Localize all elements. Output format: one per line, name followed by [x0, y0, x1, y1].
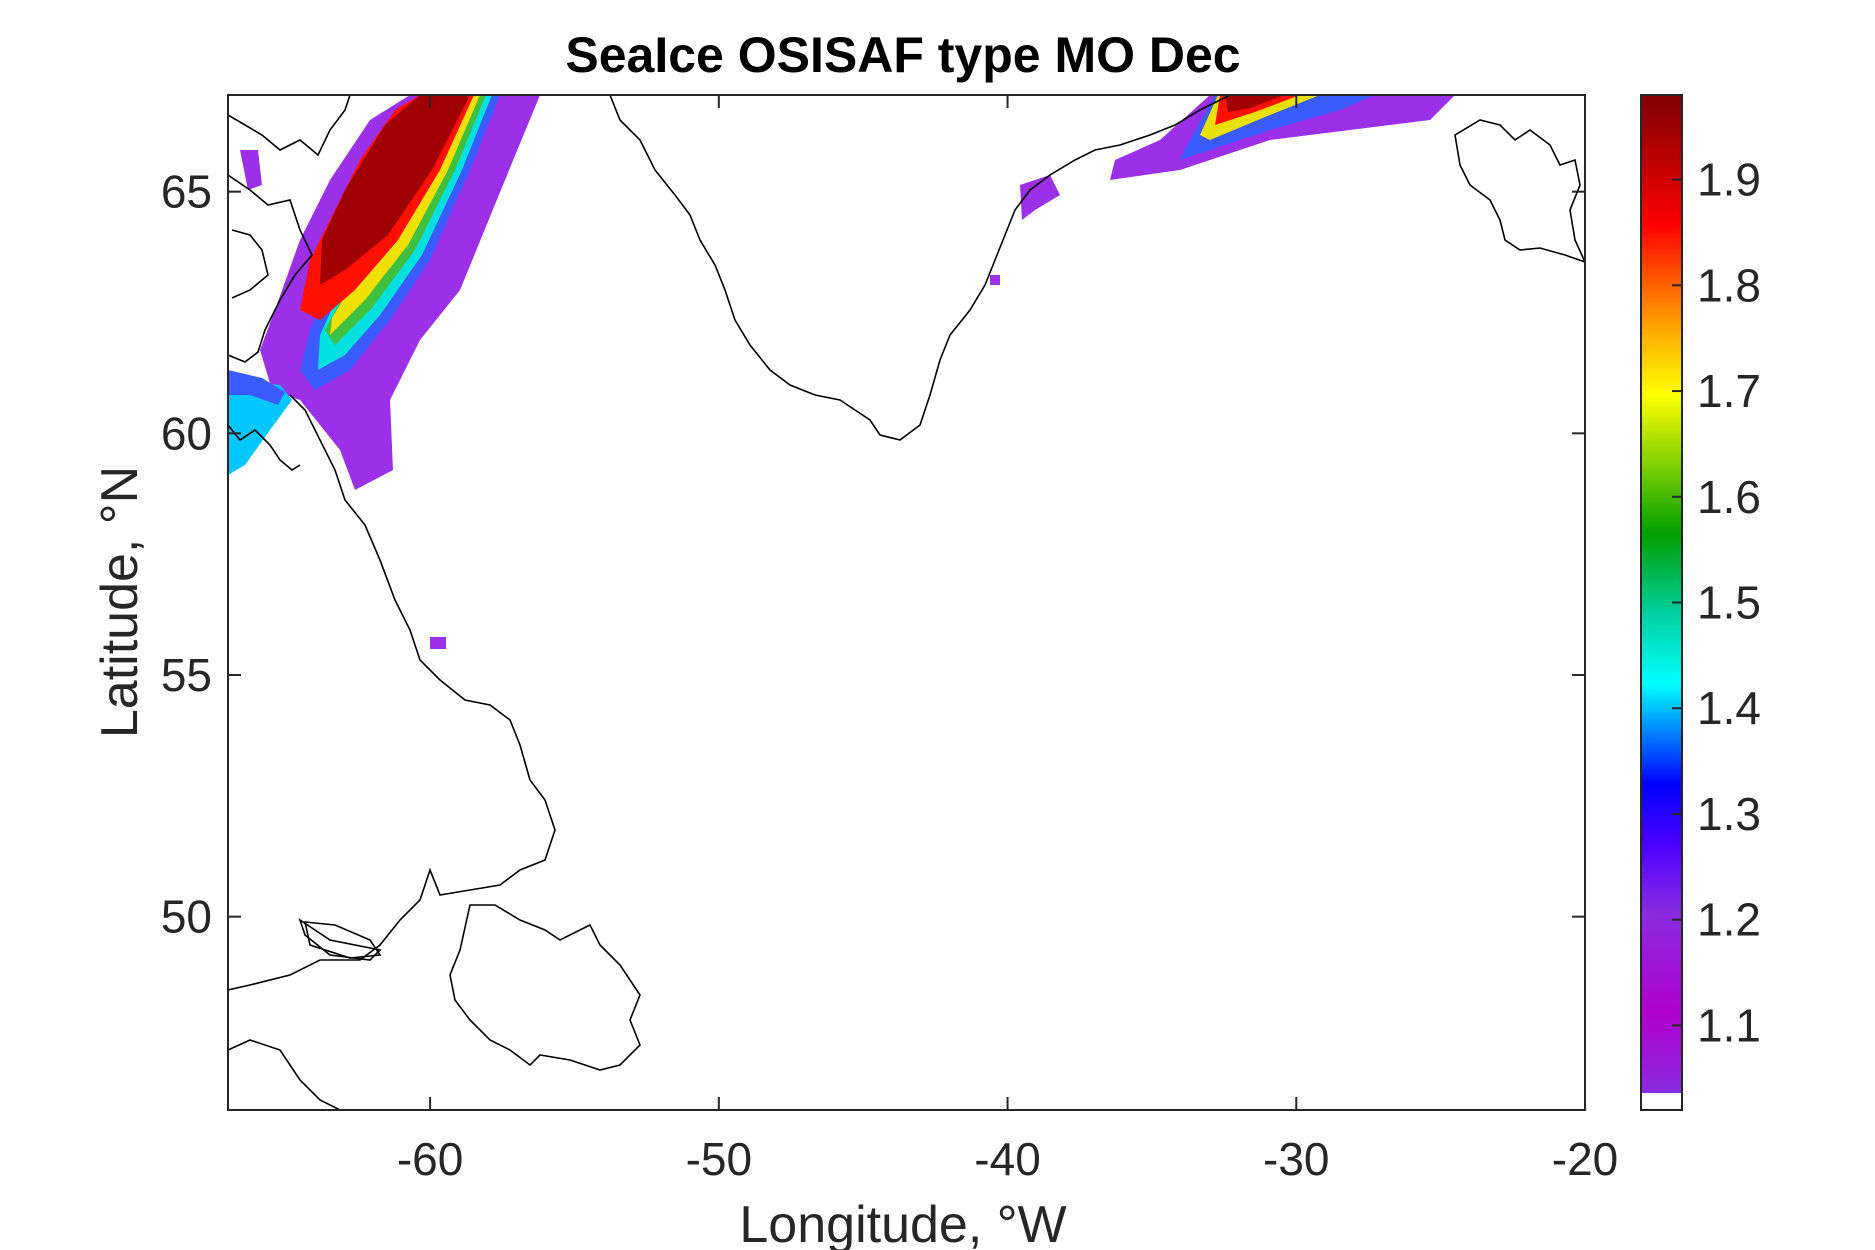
coastline-quebec-north — [228, 424, 301, 471]
coastlines — [228, 95, 1585, 1110]
y-axis: 50 55 60 65 — [161, 166, 1585, 943]
colorbar-nodata-swatch — [1641, 1093, 1682, 1110]
chart-title: SeaIce OSISAF type MO Dec — [565, 27, 1240, 83]
x-tick-label: -60 — [397, 1133, 463, 1185]
y-tick-label: 55 — [161, 649, 212, 701]
ice-region-denmark-strait-outer — [1110, 95, 1455, 180]
ice-region-labrador-patch — [430, 637, 446, 649]
colorbar-ticks: 1.1 1.2 1.3 1.4 1.5 1.6 1.7 1.8 1.9 — [1672, 154, 1761, 1051]
ice-region-se-greenland — [1020, 175, 1060, 220]
coastline-greenland — [609, 95, 1231, 441]
coastline-newfoundland — [449, 904, 641, 1071]
ice-field — [228, 95, 1455, 649]
x-tick-label: -20 — [1552, 1133, 1618, 1185]
colorbar-gradient — [1641, 95, 1682, 1093]
colorbar-tick-label: 1.7 — [1697, 365, 1761, 417]
x-tick-label: -40 — [974, 1133, 1040, 1185]
colorbar-tick-label: 1.4 — [1697, 682, 1761, 734]
y-tick-label: 50 — [161, 891, 212, 943]
coastline-anticosti — [303, 921, 382, 959]
x-axis-label: Longitude, °W — [739, 1196, 1066, 1250]
y-axis-label: Latitude, °N — [91, 466, 149, 738]
ice-region-denmark-strait-dark — [1225, 95, 1285, 112]
colorbar: 1.1 1.2 1.3 1.4 1.5 1.6 1.7 1.8 1.9 — [1640, 94, 1761, 1111]
y-tick-label: 65 — [161, 166, 212, 218]
coastline-gulf-st-lawrence — [228, 918, 382, 1110]
x-axis: -60 -50 -40 -30 -20 — [397, 95, 1618, 1185]
coastline-baffin-island — [228, 95, 351, 363]
coastline-labrador — [228, 394, 556, 991]
colorbar-tick-label: 1.2 — [1697, 894, 1761, 946]
y-tick-label: 60 — [161, 407, 212, 459]
ice-region-baffin-dark — [320, 95, 470, 285]
x-tick-label: -50 — [686, 1133, 752, 1185]
colorbar-tick-label: 1.9 — [1697, 154, 1761, 206]
colorbar-tick-label: 1.8 — [1697, 259, 1761, 311]
ice-region-baffin-coast-patch — [240, 150, 262, 190]
coastline-iceland — [1454, 119, 1585, 263]
x-tick-label: -30 — [1263, 1133, 1329, 1185]
ice-region-hudson-strait-edge — [228, 370, 285, 405]
colorbar-tick-label: 1.5 — [1697, 577, 1761, 629]
plot-frame — [227, 94, 1586, 1111]
ice-region-se-greenland-dot — [990, 275, 1000, 285]
colorbar-tick-label: 1.3 — [1697, 788, 1761, 840]
colorbar-tick-label: 1.1 — [1697, 999, 1761, 1051]
colorbar-tick-label: 1.6 — [1697, 471, 1761, 523]
